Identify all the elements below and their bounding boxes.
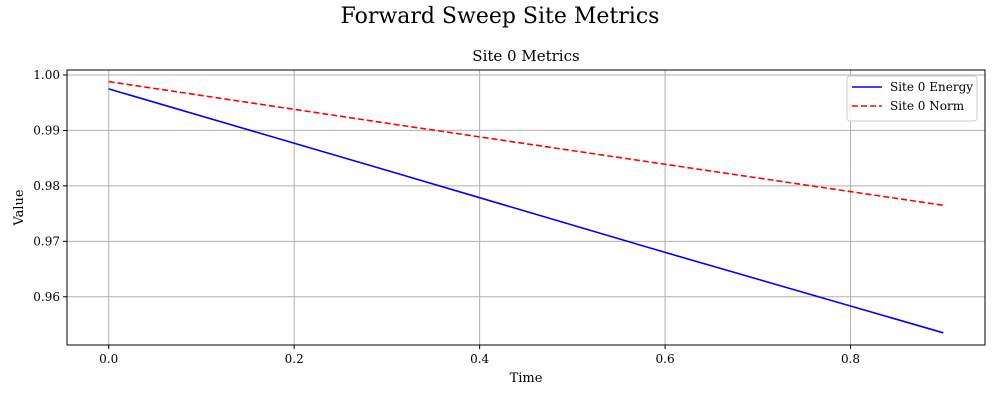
plot-frame (66, 69, 986, 346)
series-layer (108, 80, 944, 334)
series-line-1 (108, 80, 944, 207)
legend: Site 0 Energy Site 0 Norm (846, 75, 978, 122)
series-line-0 (108, 88, 944, 334)
axis-ticks: 0.0 0.2 0.4 0.6 0.8 0.96 0.97 0.98 0.99 1.00 (33, 68, 860, 366)
grid-lines (67, 70, 985, 345)
x-tick-label: 0.6 (656, 352, 675, 366)
x-axis-label: Time (510, 371, 543, 386)
x-tick-label: 0.2 (285, 352, 304, 366)
x-tick-label: 0.0 (99, 352, 118, 366)
figure-title: Forward Sweep Site Metrics (340, 4, 660, 29)
legend-label: Site 0 Energy (890, 80, 973, 94)
chart-title: Site 0 Metrics (472, 47, 579, 65)
y-tick-label: 1.00 (33, 68, 60, 82)
y-axis-label: Value (12, 189, 27, 226)
y-tick-label: 0.98 (33, 179, 60, 193)
legend-label: Site 0 Norm (890, 99, 965, 113)
y-tick-label: 0.99 (33, 123, 60, 137)
x-tick-label: 0.8 (841, 352, 860, 366)
x-tick-label: 0.4 (470, 352, 489, 366)
y-tick-label: 0.96 (33, 290, 60, 304)
y-tick-label: 0.97 (33, 234, 60, 248)
